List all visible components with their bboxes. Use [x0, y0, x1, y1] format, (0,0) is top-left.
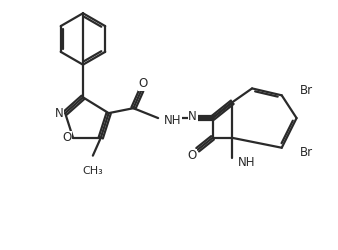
Text: O: O [63, 131, 72, 144]
Text: CH₃: CH₃ [82, 166, 103, 175]
Text: N: N [55, 107, 64, 120]
Text: O: O [139, 77, 148, 90]
Text: NH: NH [238, 156, 256, 169]
Text: N: N [188, 110, 197, 122]
Text: Br: Br [299, 146, 313, 159]
Text: Br: Br [299, 84, 313, 97]
Text: O: O [187, 149, 196, 162]
Text: NH: NH [164, 114, 182, 126]
